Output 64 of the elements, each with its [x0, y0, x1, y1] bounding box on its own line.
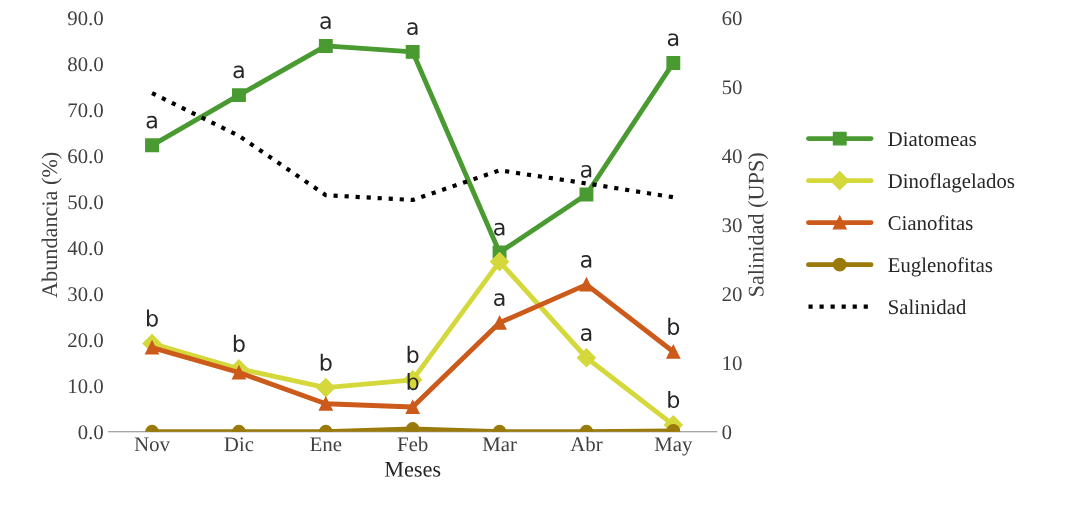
point	[405, 400, 420, 414]
legend-label: Euglenofitas	[888, 257, 993, 277]
x-tick-label: Nov	[134, 437, 170, 452]
annotation: a	[667, 33, 679, 47]
y2-tick-label: 10	[723, 356, 742, 371]
point	[666, 344, 681, 359]
y2-axis-title: Salinidad (UPS)	[748, 153, 769, 296]
point	[318, 38, 333, 53]
point	[316, 378, 336, 398]
point	[576, 348, 596, 368]
x-tick-label: Ene	[310, 437, 342, 452]
annotation: a	[580, 255, 592, 268]
y2-tick-label: 0	[722, 425, 732, 440]
y-tick-label: 0.0	[78, 425, 103, 440]
y2-tick-label: 50	[722, 80, 742, 95]
y2-tick-label: 40	[722, 149, 742, 164]
legend-label: Salinidad	[889, 299, 967, 315]
annotation: b	[320, 353, 332, 371]
legend-label: Diatomeas	[888, 132, 976, 147]
annotation: a	[580, 328, 592, 341]
point	[492, 315, 507, 330]
annotation: a	[320, 16, 331, 30]
point	[405, 44, 420, 59]
y-tick-label: 40.0	[67, 241, 103, 256]
legend-label: Dinoflagelados	[888, 173, 1015, 193]
point	[318, 396, 333, 411]
annotation: b	[233, 334, 245, 352]
annotation: a	[580, 164, 592, 178]
y-tick-label: 60.0	[68, 149, 103, 164]
y2-tick-label: 30	[722, 218, 742, 233]
point	[145, 138, 159, 153]
annotation: a	[494, 222, 505, 236]
x-axis-title: Meses	[384, 461, 441, 477]
annotation: a	[233, 65, 244, 79]
x-tick-label: Abr	[570, 436, 603, 452]
y-tick-label: 70.0	[68, 103, 103, 118]
y2-tick-label: 20	[722, 287, 742, 302]
y-tick-label: 30.0	[68, 287, 103, 302]
y-tick-label: 20.0	[68, 333, 103, 348]
y2-tick-label: 60	[722, 11, 742, 26]
y-tick-label: 80.0	[68, 57, 103, 72]
x-tick-label: Feb	[397, 436, 428, 452]
annotation: b	[668, 317, 680, 335]
point	[231, 365, 246, 380]
point	[579, 277, 594, 292]
x-tick-label: Dic	[224, 437, 254, 452]
annotation: a	[146, 115, 157, 129]
annotation: a	[407, 22, 418, 36]
legend-label: Cianofitas	[888, 215, 973, 231]
annotation: b	[668, 390, 680, 409]
point	[490, 252, 510, 272]
point	[231, 88, 246, 103]
y-tick-label: 50.0	[68, 195, 103, 210]
annotation: b	[407, 345, 419, 364]
y-tick-label: 90.0	[67, 11, 103, 26]
x-tick-label: Mar	[482, 437, 517, 452]
annotation: a	[494, 293, 505, 306]
point	[666, 56, 681, 70]
y-tick-label: 10.0	[69, 379, 103, 394]
annotation: b	[147, 309, 158, 327]
y-axis-title: Abundancia (%)	[41, 152, 62, 298]
x-tick-label: May	[654, 437, 693, 456]
annotation: b	[407, 372, 419, 391]
point	[579, 187, 594, 202]
